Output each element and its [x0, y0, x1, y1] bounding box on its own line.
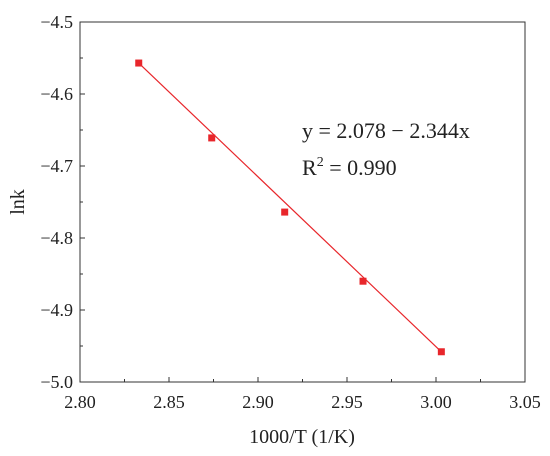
- x-tick-label: 2.95: [331, 392, 363, 412]
- x-tick-label: 2.80: [64, 392, 96, 412]
- fit-line: [138, 62, 442, 353]
- equation-annotation: y = 2.078 − 2.344x: [302, 118, 470, 143]
- y-tick-label: −4.5: [40, 12, 73, 32]
- data-points-layer: [135, 59, 445, 356]
- y-axis: −4.5 −4.6 −4.7 −4.8 −4.9 −5.0: [40, 12, 85, 392]
- r-squared-superscript: 2: [317, 155, 324, 170]
- y-tick-label: −4.6: [40, 84, 73, 104]
- y-axis-title: lnk: [7, 189, 29, 215]
- x-tick-label: 2.85: [153, 392, 185, 412]
- r-squared-prefix: R: [302, 155, 317, 180]
- y-tick-label: −4.9: [40, 300, 73, 320]
- data-point: [437, 348, 445, 356]
- x-tick-label: 2.90: [242, 392, 274, 412]
- x-tick-label: 3.00: [420, 392, 452, 412]
- y-tick-label: −5.0: [40, 372, 73, 392]
- x-tick-label: 3.05: [509, 392, 541, 412]
- r-squared-annotation: R2 = 0.990: [302, 155, 397, 180]
- x-axis-title: 1000/T (1/K): [249, 426, 355, 448]
- data-point: [208, 134, 216, 142]
- y-tick-label: −4.7: [40, 156, 73, 176]
- data-point: [359, 277, 367, 285]
- r-squared-value: = 0.990: [324, 155, 397, 180]
- data-point: [135, 59, 143, 67]
- y-tick-label: −4.8: [40, 228, 73, 248]
- plot-frame: [79, 21, 526, 383]
- fit-line-layer: [138, 62, 442, 353]
- data-point: [281, 208, 289, 216]
- x-axis: 2.80 2.85 2.90 2.95 3.00 3.05: [64, 377, 541, 412]
